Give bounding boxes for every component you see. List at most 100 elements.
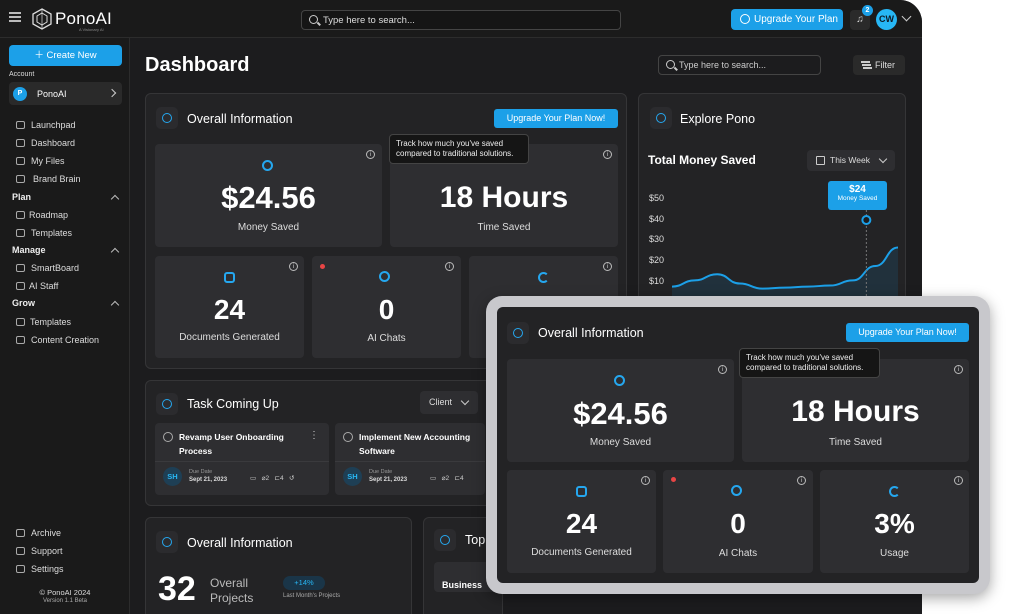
gear-icon bbox=[16, 565, 25, 573]
sidebar-item-label: Launchpad bbox=[31, 120, 76, 130]
sidebar-item-label: Templates bbox=[30, 317, 72, 327]
panel-title: Top bbox=[465, 533, 486, 547]
time-saved-value: 18 Hours bbox=[791, 395, 920, 428]
task-card[interactable]: Revamp User Onboarding Process ⋮ SH Due … bbox=[155, 423, 329, 495]
support-icon bbox=[16, 547, 25, 555]
documents-card: i 24 Documents Generated bbox=[507, 470, 656, 573]
chevron-down-icon[interactable] bbox=[901, 11, 912, 22]
calendar-icon bbox=[816, 156, 825, 165]
chevron-up-icon[interactable] bbox=[110, 194, 120, 204]
panel-title: Task Coming Up bbox=[187, 397, 279, 411]
section-grow[interactable]: Grow bbox=[12, 298, 36, 308]
panel-title: Overall Information bbox=[187, 536, 293, 550]
search-placeholder: Type here to search... bbox=[679, 60, 767, 70]
global-search-input[interactable]: Type here to search... bbox=[301, 10, 621, 30]
more-options-icon[interactable]: ⋮ bbox=[309, 430, 319, 441]
chevron-up-icon[interactable] bbox=[110, 300, 120, 310]
subtask-icon: ⊏ bbox=[454, 475, 460, 482]
sidebar-item-archive[interactable]: Archive bbox=[16, 526, 61, 540]
upgrade-plan-now-button[interactable]: Upgrade Your Plan Now! bbox=[846, 323, 969, 342]
account-label: Account bbox=[9, 71, 35, 78]
documents-icon bbox=[576, 486, 587, 497]
sidebar-item-my-files[interactable]: My Files bbox=[16, 154, 65, 168]
y-tick: $10 bbox=[649, 276, 665, 286]
documents-label: Documents Generated bbox=[531, 547, 632, 558]
delta-badge: +14% bbox=[283, 576, 325, 590]
section-plan[interactable]: Plan bbox=[12, 192, 32, 202]
y-tick: $30 bbox=[649, 234, 665, 244]
info-icon[interactable]: i bbox=[797, 476, 806, 485]
compass-icon bbox=[650, 107, 672, 129]
section-manage[interactable]: Manage bbox=[12, 245, 46, 255]
usage-label: Usage bbox=[880, 548, 909, 559]
sidebar-item-settings[interactable]: Settings bbox=[16, 562, 64, 576]
notification-badge: 2 bbox=[862, 5, 873, 16]
sidebar-item-label: Support bbox=[31, 546, 63, 556]
sidebar-item-grow-templates[interactable]: Templates bbox=[16, 315, 71, 329]
y-tick: $20 bbox=[649, 255, 665, 265]
time-saved-value: 18 Hours bbox=[439, 181, 569, 214]
assignee-avatar: SH bbox=[343, 467, 362, 486]
ai-chats-value: 0 bbox=[378, 294, 395, 325]
client-select[interactable]: Client bbox=[420, 391, 478, 414]
sidebar-item-templates[interactable]: Templates bbox=[16, 226, 72, 240]
sidebar-item-label: Settings bbox=[31, 564, 64, 574]
divider bbox=[155, 461, 329, 462]
attachment-icon: ⌀ bbox=[441, 475, 446, 482]
task-card[interactable]: Implement New Accounting Software SH Due… bbox=[335, 423, 485, 495]
sidebar-item-label: Brand Brain bbox=[33, 174, 81, 184]
ai-staff-icon bbox=[16, 282, 25, 290]
sidebar-item-label: Content Creation bbox=[31, 335, 100, 345]
upgrade-plan-button[interactable]: Upgrade Your Plan bbox=[731, 9, 843, 30]
sidebar-item-dashboard[interactable]: Dashboard bbox=[16, 136, 75, 150]
overall-info-icon bbox=[156, 107, 178, 129]
attachments-count: 2 bbox=[265, 475, 270, 482]
user-avatar[interactable]: CW bbox=[876, 9, 897, 30]
folder-icon bbox=[16, 157, 25, 165]
attachment-icon: ⌀ bbox=[261, 475, 266, 482]
check-circle-icon[interactable] bbox=[343, 432, 353, 442]
sidebar-item-launchpad[interactable]: Launchpad bbox=[16, 118, 76, 132]
chat-icon bbox=[379, 271, 390, 282]
info-icon[interactable]: i bbox=[366, 150, 375, 159]
usage-icon bbox=[889, 486, 900, 497]
sidebar-item-smartboard[interactable]: SmartBoard bbox=[16, 261, 79, 275]
sidebar-item-ai-staff[interactable]: AI Staff bbox=[16, 279, 58, 293]
sidebar-item-brand-brain[interactable]: Brand Brain bbox=[16, 172, 81, 186]
hamburger-menu-icon[interactable] bbox=[9, 12, 21, 22]
content-creation-icon bbox=[16, 336, 25, 344]
sidebar-item-label: Roadmap bbox=[29, 210, 69, 220]
upgrade-icon bbox=[740, 14, 750, 24]
info-icon[interactable]: i bbox=[603, 262, 612, 271]
account-selector[interactable]: P PonoAI bbox=[9, 82, 122, 105]
attachments-count: 2 bbox=[445, 475, 450, 482]
dashboard-search-input[interactable]: Type here to search... bbox=[658, 55, 821, 75]
time-saved-label: Time Saved bbox=[829, 437, 882, 448]
top-row-label: Business bbox=[442, 580, 483, 590]
sidebar-item-roadmap[interactable]: Roadmap bbox=[16, 208, 68, 222]
info-icon[interactable]: i bbox=[603, 150, 612, 159]
range-select[interactable]: This Week bbox=[807, 150, 895, 171]
check-circle-icon[interactable] bbox=[163, 432, 173, 442]
sidebar-item-support[interactable]: Support bbox=[16, 544, 63, 558]
sidebar-item-content-creation[interactable]: Content Creation bbox=[16, 333, 99, 347]
assignee-avatar: SH bbox=[163, 467, 182, 486]
create-new-button[interactable]: ＋ Create New bbox=[9, 45, 122, 66]
info-icon[interactable]: i bbox=[445, 262, 454, 271]
divider bbox=[335, 461, 485, 462]
filter-button[interactable]: Filter bbox=[853, 55, 905, 75]
chevron-up-icon[interactable] bbox=[110, 247, 120, 257]
info-icon[interactable]: i bbox=[954, 476, 963, 485]
money-saved-value: $24.56 bbox=[573, 396, 668, 431]
money-saved-value: $24.56 bbox=[221, 180, 316, 215]
documents-value: 24 bbox=[565, 508, 598, 539]
info-icon[interactable]: i bbox=[718, 365, 727, 374]
laptop-screen: PonoAI A Visionary AI Type here to searc… bbox=[0, 0, 922, 614]
info-icon[interactable]: i bbox=[641, 476, 650, 485]
info-icon[interactable]: i bbox=[289, 262, 298, 271]
history-icon: ↺ bbox=[289, 475, 295, 482]
info-icon[interactable]: i bbox=[954, 365, 963, 374]
upgrade-plan-now-button[interactable]: Upgrade Your Plan Now! bbox=[494, 109, 618, 128]
documents-value: 24 bbox=[213, 294, 246, 325]
money-saved-chart bbox=[672, 210, 898, 312]
